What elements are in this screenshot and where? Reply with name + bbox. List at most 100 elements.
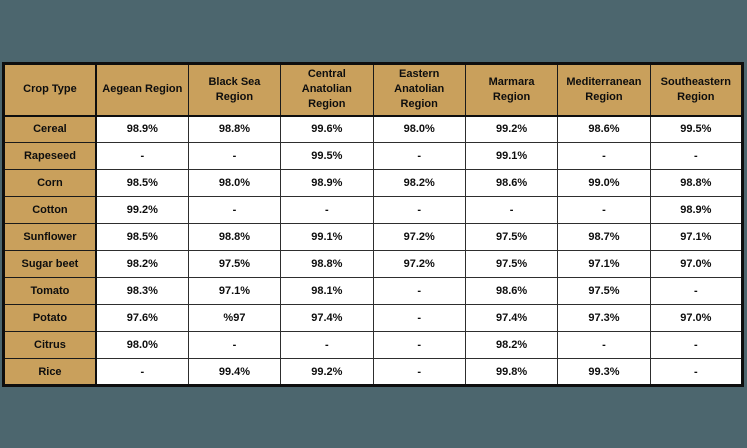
column-header-region: Central Anatolian Region xyxy=(280,63,374,117)
row-label-crop: Rapeseed xyxy=(2,142,97,170)
table-row: Cereal 98.9% 98.8% 99.6% 98.0% 99.2% 98.6% 99.5… xyxy=(2,115,744,143)
column-header-region: Black Sea Region xyxy=(187,63,282,117)
data-cell: - xyxy=(557,142,651,170)
data-cell: 98.0% xyxy=(95,331,189,359)
data-cell: - xyxy=(372,277,466,305)
data-cell: 97.1% xyxy=(187,277,282,305)
table-row: Rapeseed - -99.5% -99.1% - - xyxy=(2,142,744,170)
data-cell: 99.3% xyxy=(557,358,651,386)
crop-region-table: Crop Type Aegean Region Black Sea Region Ce… xyxy=(2,62,744,387)
data-cell: 97.0% xyxy=(649,304,744,332)
data-cell: 98.2% xyxy=(464,331,559,359)
data-cell: 97.5% xyxy=(464,250,559,278)
data-cell: - xyxy=(187,196,282,224)
data-cell: 98.8% xyxy=(187,115,282,143)
data-cell: - xyxy=(372,196,466,224)
data-cell: - xyxy=(280,331,374,359)
data-cell: 99.1% xyxy=(280,223,374,251)
data-cell: 97.0% xyxy=(649,250,744,278)
data-cell: 98.3% xyxy=(95,277,189,305)
data-cell: 99.8% xyxy=(464,358,559,386)
data-cell: 98.6% xyxy=(557,115,651,143)
table-row: Rice -99.4% 99.2% -99.8% 99.3% - xyxy=(2,358,744,386)
column-header-region: Eastern Anatolian Region xyxy=(372,63,466,117)
table-row: Citrus 98.0% - - -98.2% - - xyxy=(2,331,744,359)
data-cell: %97 xyxy=(187,304,282,332)
data-cell: - xyxy=(649,142,744,170)
data-cell: - xyxy=(372,304,466,332)
data-cell: 98.0% xyxy=(187,169,282,197)
table-row: Cotton 99.2% - - - - -98.9% xyxy=(2,196,744,224)
table-row: Potato 97.6% %97 97.4% -97.4% 97.3% 97.0% xyxy=(2,304,744,332)
data-cell: 99.6% xyxy=(280,115,374,143)
table-row: Sunflower 98.5% 98.8% 99.1% 97.2% 97.5% 98.7% 9… xyxy=(2,223,744,251)
table-head: Crop Type Aegean Region Black Sea Region Ce… xyxy=(2,63,744,117)
data-cell: 97.5% xyxy=(187,250,282,278)
row-label-crop: Rice xyxy=(2,358,97,386)
table-row: Sugar beet 98.2% 97.5% 98.8% 97.2% 97.5% 97.1%… xyxy=(2,250,744,278)
data-cell: - xyxy=(95,358,189,386)
column-header-region: Aegean Region xyxy=(95,63,189,117)
table-row: Tomato 98.3% 97.1% 98.1% -98.6% 97.5% - xyxy=(2,277,744,305)
data-cell: - xyxy=(187,142,282,170)
data-cell: 98.8% xyxy=(187,223,282,251)
row-label-crop: Sunflower xyxy=(2,223,97,251)
data-cell: 98.5% xyxy=(95,223,189,251)
data-cell: 97.2% xyxy=(372,223,466,251)
data-cell: 98.6% xyxy=(464,277,559,305)
data-cell: 98.5% xyxy=(95,169,189,197)
column-header-region: Mediterranean Region xyxy=(557,63,651,117)
data-cell: 99.2% xyxy=(280,358,374,386)
data-cell: 97.4% xyxy=(280,304,374,332)
data-cell: 97.6% xyxy=(95,304,189,332)
row-label-crop: Potato xyxy=(2,304,97,332)
data-cell: 97.1% xyxy=(649,223,744,251)
data-cell: 98.2% xyxy=(372,169,466,197)
row-label-crop: Tomato xyxy=(2,277,97,305)
data-cell: 98.7% xyxy=(557,223,651,251)
row-label-crop: Citrus xyxy=(2,331,97,359)
data-cell: 99.2% xyxy=(464,115,559,143)
data-cell: - xyxy=(649,358,744,386)
data-cell: 99.1% xyxy=(464,142,559,170)
data-cell: 97.1% xyxy=(557,250,651,278)
column-header-region: Marmara Region xyxy=(464,63,559,117)
data-cell: 97.5% xyxy=(557,277,651,305)
data-cell: - xyxy=(187,331,282,359)
data-cell: 98.8% xyxy=(280,250,374,278)
data-cell: - xyxy=(557,331,651,359)
table-row: Corn 98.5% 98.0% 98.9% 98.2% 98.6% 99.0% 98.8% xyxy=(2,169,744,197)
data-cell: 98.6% xyxy=(464,169,559,197)
data-cell: 99.2% xyxy=(95,196,189,224)
data-cell: 97.3% xyxy=(557,304,651,332)
table-header-row: Crop Type Aegean Region Black Sea Region Ce… xyxy=(2,63,744,117)
column-header-crop-type: Crop Type xyxy=(2,63,97,117)
row-label-crop: Cotton xyxy=(2,196,97,224)
data-cell: - xyxy=(372,142,466,170)
row-label-crop: Cereal xyxy=(2,115,97,143)
data-cell: 99.4% xyxy=(187,358,282,386)
data-cell: - xyxy=(280,196,374,224)
data-cell: 97.4% xyxy=(464,304,559,332)
data-cell: - xyxy=(557,196,651,224)
data-cell: 98.9% xyxy=(649,196,744,224)
data-cell: 97.2% xyxy=(372,250,466,278)
data-cell: - xyxy=(649,277,744,305)
data-cell: 98.8% xyxy=(649,169,744,197)
data-cell: - xyxy=(372,331,466,359)
data-cell: 98.9% xyxy=(95,115,189,143)
row-label-crop: Sugar beet xyxy=(2,250,97,278)
data-cell: 98.9% xyxy=(280,169,374,197)
column-header-region: Southeastern Region xyxy=(649,63,744,117)
row-label-crop: Corn xyxy=(2,169,97,197)
data-cell: 98.1% xyxy=(280,277,374,305)
data-cell: 99.0% xyxy=(557,169,651,197)
data-cell: - xyxy=(95,142,189,170)
data-cell: - xyxy=(372,358,466,386)
data-cell: 99.5% xyxy=(280,142,374,170)
data-cell: - xyxy=(649,331,744,359)
table-body: Cereal 98.9% 98.8% 99.6% 98.0% 99.2% 98.6% 99.5… xyxy=(2,115,744,386)
data-cell: 99.5% xyxy=(649,115,744,143)
data-cell: 98.2% xyxy=(95,250,189,278)
